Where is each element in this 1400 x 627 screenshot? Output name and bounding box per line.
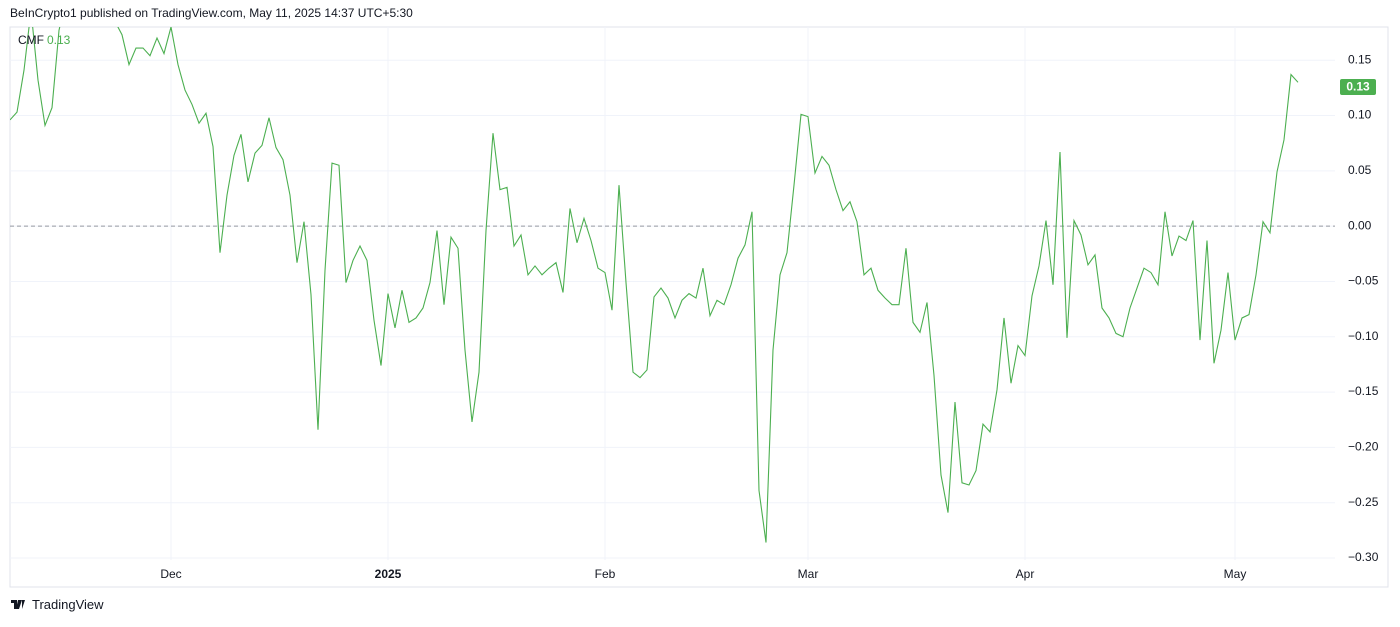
x-tick-label: Feb	[595, 567, 616, 581]
y-tick-label: 0.10	[1348, 108, 1372, 122]
grid	[10, 27, 1335, 560]
legend-value: 0.13	[47, 33, 71, 47]
x-tick-label: 2025	[375, 567, 402, 581]
plot	[10, 27, 1299, 543]
last-value-label: 0.13	[1346, 80, 1370, 94]
y-tick-label: −0.10	[1348, 329, 1379, 343]
logo: TradingView	[11, 597, 104, 612]
y-tick-label: −0.30	[1348, 550, 1379, 564]
y-tick-label: −0.15	[1348, 384, 1379, 398]
y-tick-label: −0.05	[1348, 274, 1379, 288]
last-value-badge	[1340, 79, 1376, 95]
x-tick-label: Mar	[798, 567, 819, 581]
y-tick-label: 0.00	[1348, 218, 1372, 232]
y-tick-label: 0.05	[1348, 163, 1372, 177]
footer: TradingView	[32, 597, 104, 612]
cmf-line	[10, 27, 1299, 543]
x-tick-label: Dec	[160, 567, 181, 581]
y-tick-label: 0.15	[1348, 52, 1372, 66]
legend-name: CMF	[18, 33, 44, 47]
y-tick-label: −0.25	[1348, 495, 1379, 509]
x-tick-label: May	[1224, 567, 1247, 581]
x-tick-label: Apr	[1016, 567, 1035, 581]
logo-icon	[11, 600, 25, 609]
header: BeInCrypto1 published on TradingView.com…	[10, 6, 413, 20]
chart-frame	[9, 26, 1389, 588]
y-tick-label: −0.20	[1348, 440, 1379, 454]
